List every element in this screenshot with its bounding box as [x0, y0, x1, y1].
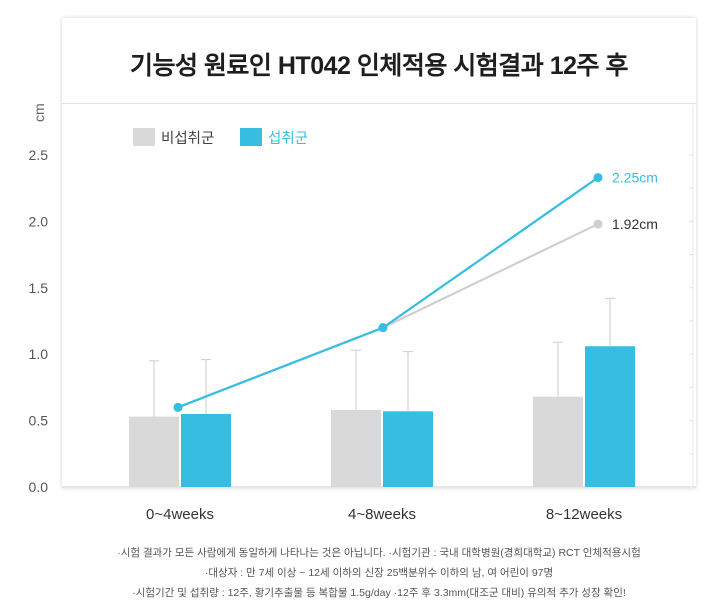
- bar: [533, 396, 583, 487]
- trend-point: [173, 402, 183, 412]
- legend-swatch: [133, 128, 155, 146]
- trend-point: [593, 219, 603, 229]
- y-tick-label: 2.0: [29, 213, 49, 229]
- bar: [383, 411, 433, 487]
- legend-label: 섭취군: [268, 130, 308, 147]
- bar: [129, 416, 179, 487]
- y-tick-label: 1.0: [29, 346, 49, 362]
- y-tick-label: 2.5: [29, 147, 49, 163]
- y-tick-label: 0.5: [29, 413, 49, 429]
- legend-swatch: [240, 128, 262, 146]
- right-minor-ticks: [690, 154, 693, 488]
- bar: [331, 409, 381, 487]
- trend-lines: 1.92cm 2.25cm: [173, 170, 658, 412]
- y-tick-label: 0.0: [29, 479, 49, 495]
- legend-label: 비섭취군: [161, 130, 214, 147]
- footnote-line: ·대상자 : 만 7세 이상 ~ 12세 이하의 신장 25백분위수 이하의 남…: [204, 567, 554, 579]
- end-value-label: 2.25cm: [612, 170, 658, 186]
- trend-line: [177, 176, 599, 409]
- x-tick-label: 0~4weeks: [146, 506, 214, 523]
- chart-title: 기능성 원료인 HT042 인체적용 시험결과 12주 후: [129, 52, 629, 80]
- bars: [129, 346, 635, 487]
- x-ticks: 0~4weeks 4~8weeks 8~12weeks: [146, 506, 622, 523]
- bar: [181, 413, 231, 487]
- title-divider: [62, 103, 696, 104]
- y-ticks: 0.0 0.5 1.0 1.5 2.0 2.5: [29, 147, 49, 495]
- error-bars: [149, 297, 615, 417]
- footnote-line: ·시험기간 및 섭취량 : 12주, 황기추출물 등 복합물 1.5g/day …: [132, 587, 626, 599]
- footnote-line: ·시험 결과가 모든 사람에게 동일하게 나타나는 것은 아닙니다. ·시험기관…: [117, 547, 641, 559]
- trend-point: [593, 173, 603, 183]
- x-tick-label: 8~12weeks: [546, 506, 622, 523]
- trend-point: [378, 323, 388, 333]
- x-tick-label: 4~8weeks: [348, 506, 416, 523]
- footnotes: ·시험 결과가 모든 사람에게 동일하게 나타나는 것은 아닙니다. ·시험기관…: [62, 543, 696, 603]
- legend: 비섭취군 섭취군: [133, 128, 308, 147]
- y-tick-label: 1.5: [29, 280, 49, 296]
- trend-line: [177, 223, 599, 409]
- bar: [585, 346, 635, 487]
- end-value-label: 1.92cm: [612, 216, 658, 232]
